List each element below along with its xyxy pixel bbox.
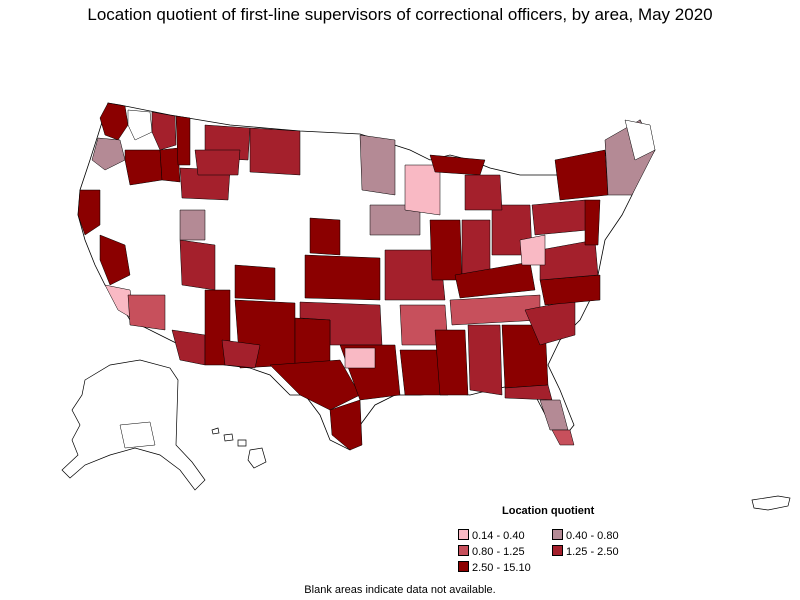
- footnote: Blank areas indicate data not available.: [304, 584, 496, 596]
- region-az-south: [171, 329, 206, 366]
- region-az-west: [127, 294, 166, 331]
- region-tx-panhandle: [294, 317, 331, 366]
- region-ia: [369, 204, 421, 236]
- region-nc: [539, 274, 601, 306]
- region-ca-central: [99, 234, 131, 286]
- region-mn-east: [359, 134, 396, 196]
- legend-swatch-1: [552, 529, 563, 540]
- region-il: [429, 219, 463, 281]
- region-tx-dfw: [344, 347, 376, 369]
- hawaii-island-2: [223, 433, 234, 442]
- region-wv: [519, 234, 546, 266]
- legend-swatch-0: [458, 529, 469, 540]
- region-pa: [531, 199, 589, 236]
- region-ks: [304, 254, 381, 301]
- region-mi-lower: [464, 174, 503, 211]
- region-ky: [454, 261, 536, 299]
- legend-item-1: 0.40 - 0.80: [552, 529, 619, 542]
- region-wa-central: [127, 109, 153, 141]
- legend-swatch-4: [458, 561, 469, 572]
- region-nj-md: [584, 199, 601, 246]
- hawaii-island-1: [211, 427, 220, 435]
- region-id-north: [175, 115, 191, 166]
- region-ms: [434, 329, 469, 396]
- legend-item-2: 0.80 - 1.25: [458, 545, 525, 558]
- region-tx-south: [329, 399, 363, 451]
- legend-swatch-3: [552, 545, 563, 556]
- region-mt-east: [249, 127, 301, 176]
- legend-item-4: 2.50 - 15.10: [458, 561, 531, 574]
- hawaii-island-4: [247, 447, 267, 469]
- region-maine: [624, 119, 656, 161]
- legend-label-1: 0.40 - 0.80: [566, 530, 619, 542]
- region-or-central: [124, 149, 163, 186]
- legend-label-4: 2.50 - 15.10: [472, 562, 531, 574]
- map-title: Location quotient of first-line supervis…: [87, 5, 713, 24]
- region-mt-central: [194, 149, 241, 176]
- region-in: [461, 219, 491, 276]
- puerto-rico-outline: [751, 495, 791, 511]
- region-tx-central: [269, 359, 361, 411]
- alaska-region-south: [119, 421, 156, 449]
- region-ut-north: [179, 209, 206, 241]
- alaska: [61, 359, 206, 491]
- puerto-rico: [751, 495, 791, 511]
- region-wa-east: [151, 111, 177, 151]
- legend-item-0: 0.14 - 0.40: [458, 529, 525, 542]
- region-ne-east: [309, 217, 341, 256]
- legend-label-0: 0.14 - 0.40: [472, 530, 525, 542]
- region-or-east: [159, 147, 181, 183]
- region-or-northwest: [91, 137, 126, 171]
- region-va: [539, 239, 599, 281]
- hawaii-island-3: [237, 439, 247, 447]
- region-mi-up: [429, 154, 486, 176]
- region-wi: [404, 164, 441, 216]
- legend-swatch-2: [458, 545, 469, 556]
- region-al: [467, 324, 503, 396]
- region-fl-south: [551, 429, 575, 446]
- region-nm-south: [221, 339, 261, 369]
- region-layer: [77, 102, 656, 451]
- legend-title: Location quotient: [502, 505, 595, 517]
- hawaii: [211, 427, 267, 469]
- legend-label-3: 1.25 - 2.50: [566, 546, 619, 558]
- legend-label-2: 0.80 - 1.25: [472, 546, 525, 558]
- region-mo: [384, 249, 446, 301]
- legend-item-3: 1.25 - 2.50: [552, 545, 619, 558]
- region-ut: [179, 239, 216, 291]
- region-co-south: [234, 264, 276, 301]
- region-ca-north: [77, 189, 101, 236]
- region-ny: [554, 149, 609, 201]
